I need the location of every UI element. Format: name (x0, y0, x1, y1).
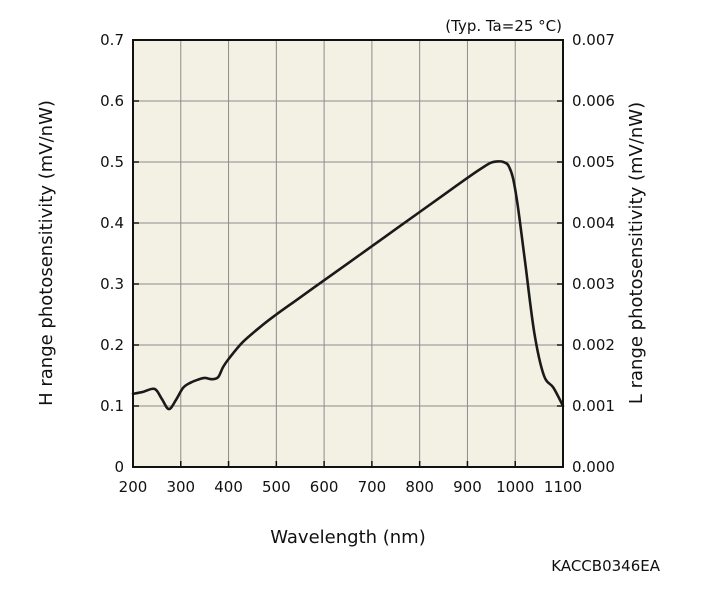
y-left-tick-label: 0.6 (100, 92, 124, 110)
y-right-tick-label: 0.003 (572, 275, 615, 293)
y-right-tick-label: 0.007 (572, 31, 615, 49)
x-tick-labels: 200 300 400 500 600 700 800 900 1000 1100 (119, 478, 582, 496)
y-left-tick-label: 0.5 (100, 153, 124, 171)
figure-code: KACCB0346EA (551, 557, 660, 575)
y-right-tick-labels: 0.000 0.001 0.002 0.003 0.004 0.005 0.006 0.007 (572, 31, 615, 476)
y-left-tick-label: 0.7 (100, 31, 124, 49)
y-right-tick-label: 0.002 (572, 336, 615, 354)
y-left-axis-title: H range photosensitivity (mV/nW) (36, 100, 57, 406)
y-left-tick-label: 0.1 (100, 397, 124, 415)
x-tick-label: 600 (310, 478, 339, 496)
x-tick-label: 400 (214, 478, 243, 496)
y-right-tick-label: 0.001 (572, 397, 615, 415)
x-tick-label: 700 (358, 478, 387, 496)
y-right-tick-label: 0.000 (572, 458, 615, 476)
y-right-tick-label: 0.006 (572, 92, 615, 110)
plot-frame (132, 39, 564, 468)
photosensitivity-curve (131, 160, 565, 411)
y-left-tick-label: 0.2 (100, 336, 124, 354)
x-tick-label: 200 (119, 478, 148, 496)
y-left-tick-label: 0.4 (100, 214, 124, 232)
x-tick-label: 900 (453, 478, 482, 496)
y-left-tick-label: 0 (114, 458, 124, 476)
x-tick-label: 800 (405, 478, 434, 496)
x-tick-label: 1000 (496, 478, 534, 496)
annotation: (Typ. Ta=25 °C) (445, 17, 562, 35)
y-left-tick-label: 0.3 (100, 275, 124, 293)
y-right-tick-label: 0.005 (572, 153, 615, 171)
y-left-tick-labels: 0 0.1 0.2 0.3 0.4 0.5 0.6 0.7 (100, 31, 124, 476)
y-right-tick-label: 0.004 (572, 214, 615, 232)
x-tick-label: 300 (166, 478, 195, 496)
x-axis-title: Wavelength (nm) (270, 527, 426, 548)
plot-area (133, 40, 563, 467)
x-tick-label: 500 (262, 478, 291, 496)
y-right-axis-title: L range photosensitivity (mV/nW) (626, 102, 647, 404)
x-tick-label: 1100 (544, 478, 582, 496)
